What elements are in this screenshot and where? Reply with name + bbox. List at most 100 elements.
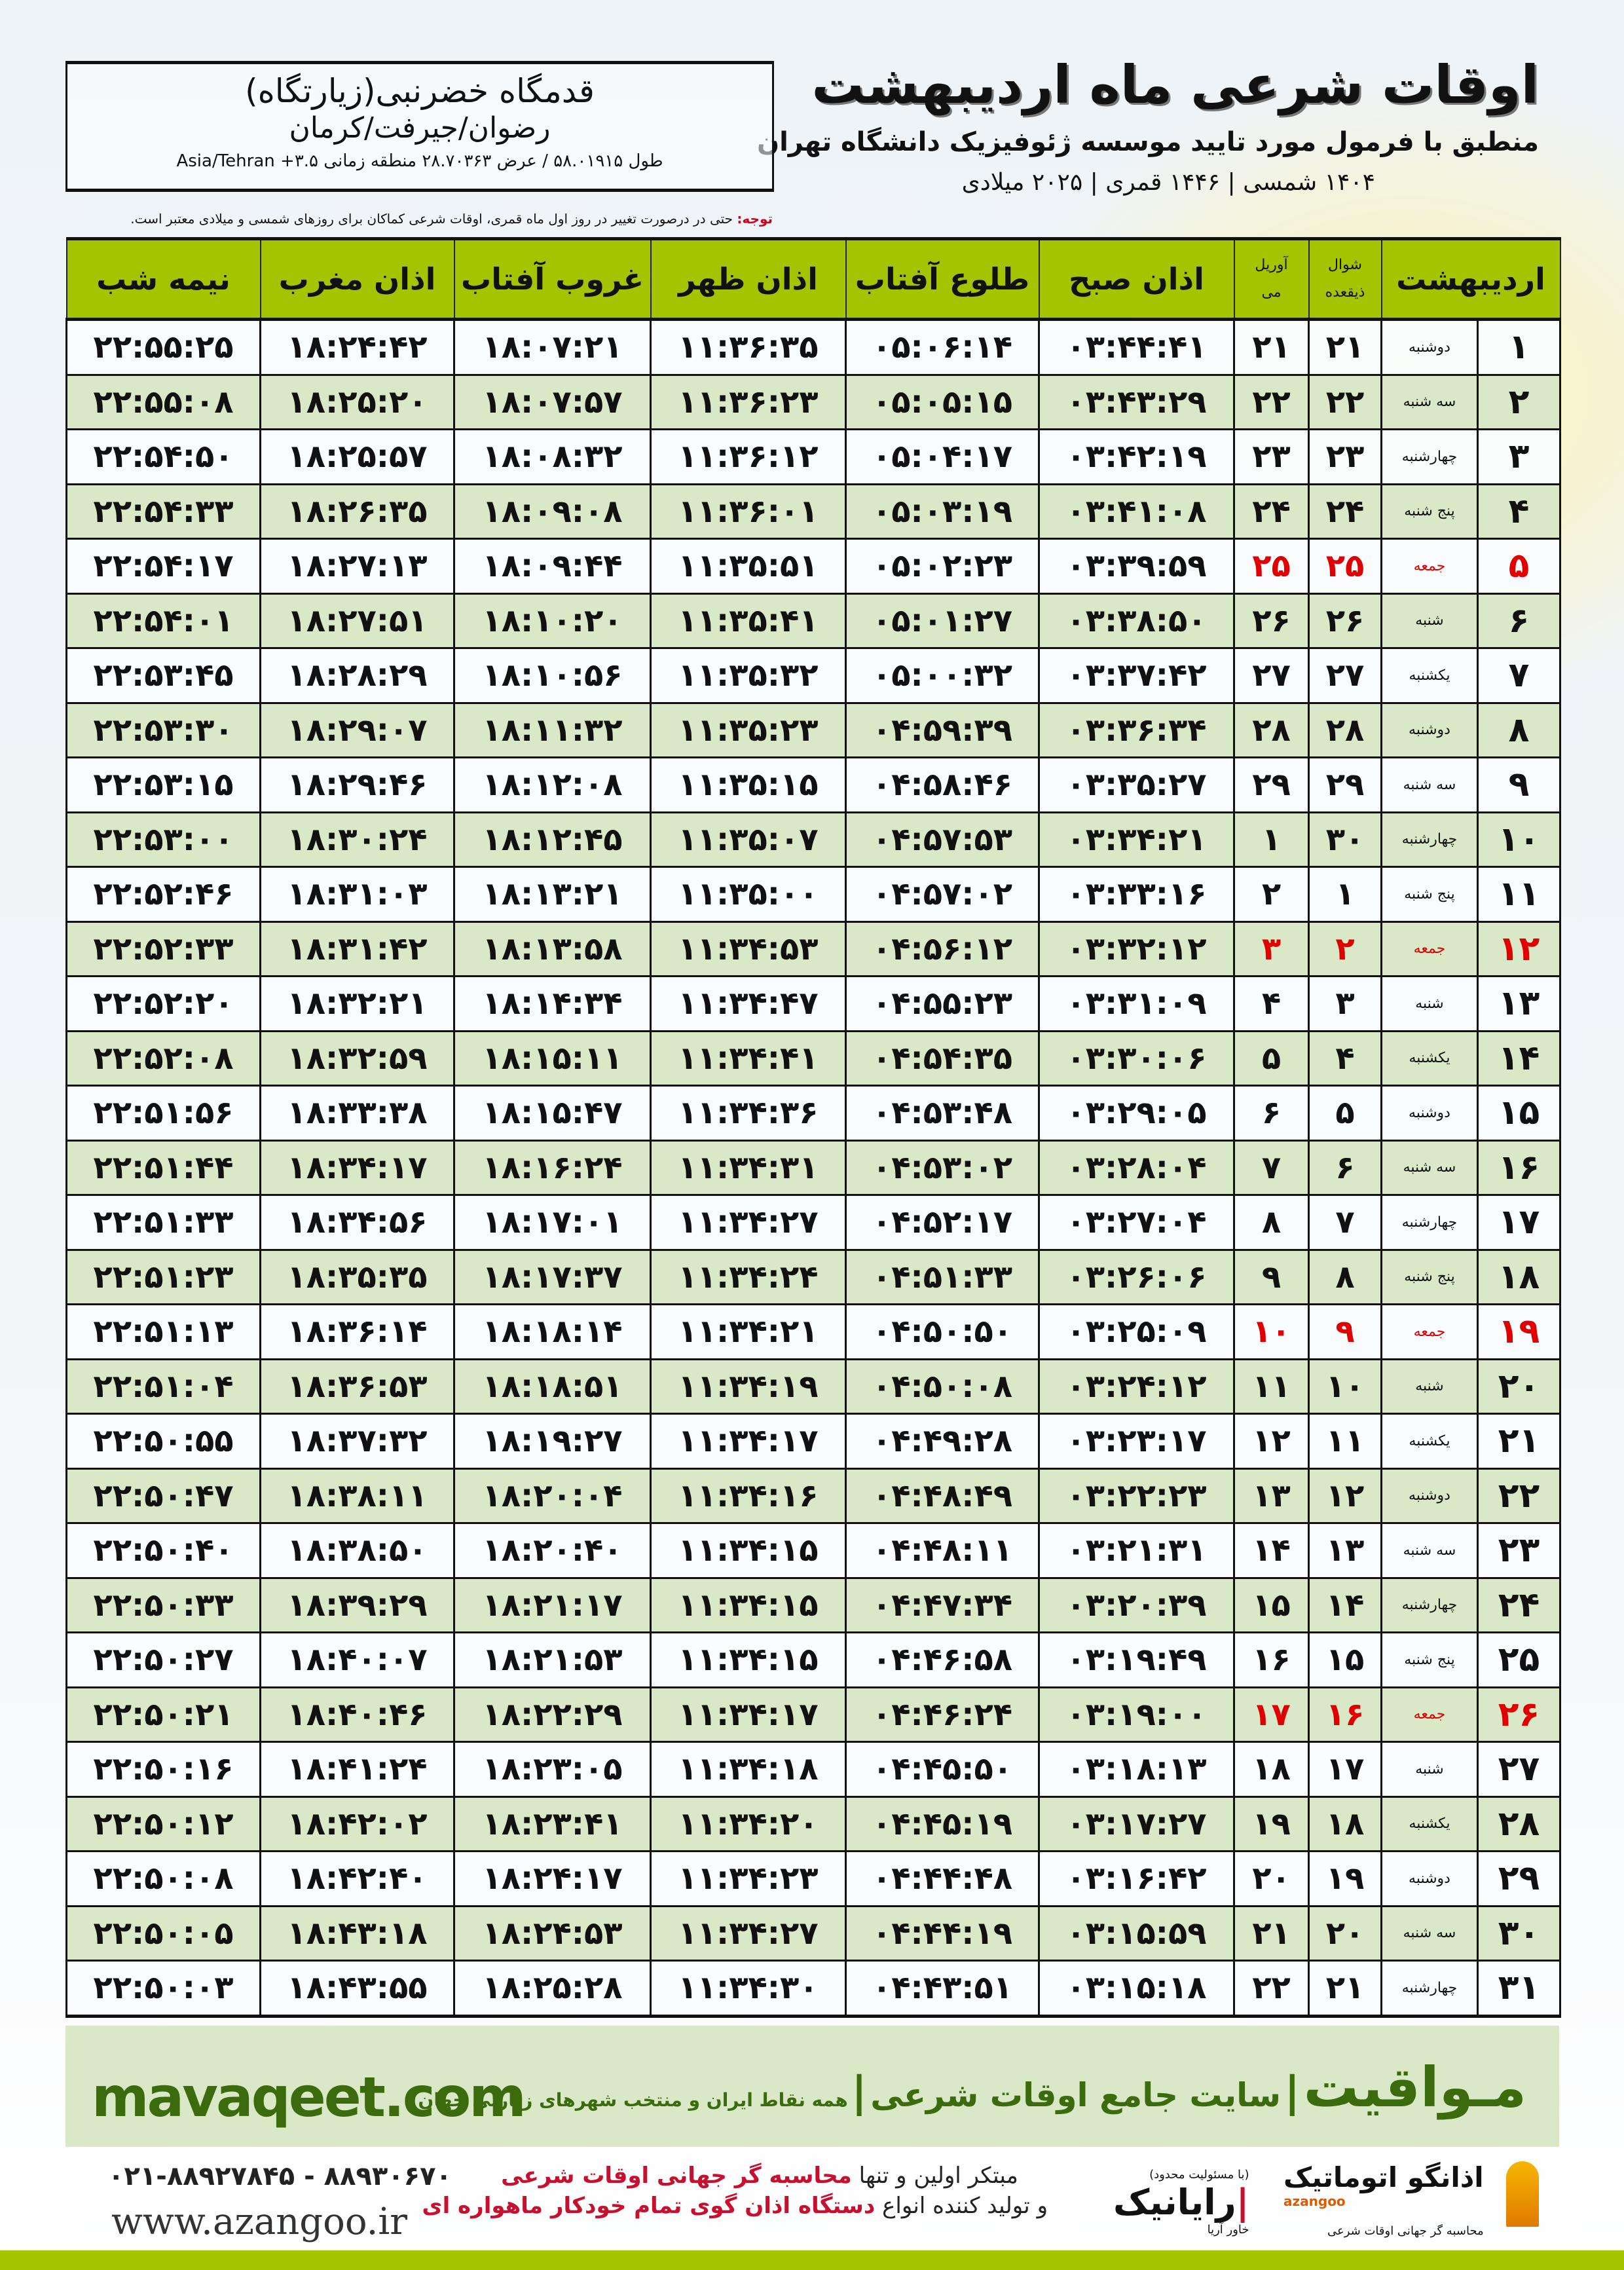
day-number: ۳۰: [1477, 1905, 1561, 1962]
hijri-day: ۲۴: [1308, 483, 1382, 540]
sunrise-time: ۰۴:۵۸:۴۶: [845, 756, 1040, 813]
gregorian-day: ۷: [1233, 1139, 1310, 1196]
day-number: ۳: [1477, 428, 1561, 485]
location-name: قدمگاه خضرنبی(زیارتگاه): [245, 72, 595, 110]
footer-website[interactable]: www.azangoo.ir: [111, 2201, 408, 2243]
sunrise-time: ۰۴:۵۰:۰۸: [845, 1358, 1040, 1415]
maghrib-time: ۱۸:۳۹:۲۹: [259, 1576, 455, 1633]
rayanik-name: رایانیک: [1113, 2182, 1236, 2223]
day-number: ۱۶: [1477, 1139, 1561, 1196]
midnight-time: ۲۲:۵۰:۲۷: [65, 1631, 261, 1688]
gregorian-day: ۲: [1233, 866, 1310, 923]
hijri-day: ۲۸: [1308, 701, 1382, 758]
sunset-time: ۱۸:۲۳:۰۵: [453, 1741, 652, 1798]
gregorian-day: ۱: [1233, 811, 1310, 868]
weekday: شنبه: [1380, 975, 1479, 1032]
maghrib-time: ۱۸:۴۳:۱۸: [259, 1905, 455, 1962]
midnight-time: ۲۲:۵۰:۲۱: [65, 1686, 261, 1743]
maghrib-time: ۱۸:۳۱:۰۳: [259, 866, 455, 923]
sunrise-time: ۰۵:۰۱:۲۷: [845, 592, 1040, 649]
fajr-time: ۰۳:۱۵:۵۹: [1038, 1905, 1235, 1962]
maghrib-time: ۱۸:۲۵:۲۰: [259, 373, 455, 430]
midnight-time: ۲۲:۵۰:۴۰: [65, 1522, 261, 1579]
day-number: ۲۳: [1477, 1522, 1561, 1579]
day-number: ۸: [1477, 701, 1561, 758]
sunset-time: ۱۸:۲۱:۵۳: [453, 1631, 652, 1688]
day-number: ۲۲: [1477, 1467, 1561, 1524]
gregorian-day: ۱۹: [1233, 1795, 1310, 1852]
sunrise-time: ۰۴:۴۴:۱۹: [845, 1905, 1040, 1962]
day-number: ۱۴: [1477, 1030, 1561, 1087]
midnight-time: ۲۲:۵۳:۰۰: [65, 811, 261, 868]
gregorian-day: ۴: [1233, 975, 1310, 1032]
table-row: ۱۶ سه شنبه ۶ ۷ ۰۳:۲۸:۰۴ ۰۴:۵۳:۰۲ ۱۱:۳۴:۳۱ ۱۸:۱۶…: [65, 1139, 1561, 1196]
sunset-time: ۱۸:۲۴:۱۷: [453, 1850, 652, 1907]
weekday: شنبه: [1380, 1741, 1479, 1798]
midnight-time: ۲۲:۵۳:۱۵: [65, 756, 261, 813]
slogan-1a: مبتکر اولین و تنها: [851, 2163, 1018, 2189]
dhuhr-time: ۱۱:۳۴:۳۰: [650, 1960, 847, 2018]
sunset-time: ۱۸:۱۲:۴۵: [453, 811, 652, 868]
sunrise-time: ۰۴:۵۷:۵۳: [845, 811, 1040, 868]
sunset-time: ۱۸:۱۵:۴۷: [453, 1085, 652, 1142]
col-hijri-2: ذیقعده: [1325, 284, 1365, 301]
dhuhr-time: ۱۱:۳۵:۱۵: [650, 756, 847, 813]
azangoo-tag: محاسبه گر جهانی اوقات شرعی: [1327, 2224, 1484, 2238]
gregorian-day: ۱۳: [1233, 1467, 1310, 1524]
fajr-time: ۰۳:۳۴:۲۱: [1038, 811, 1235, 868]
fajr-time: ۰۳:۳۶:۳۴: [1038, 701, 1235, 758]
col-month: اردیبهشت: [1380, 237, 1561, 321]
sunset-time: ۱۸:۱۸:۵۱: [453, 1358, 652, 1415]
midnight-time: ۲۲:۵۰:۰۸: [65, 1850, 261, 1907]
fajr-time: ۰۳:۴۲:۱۹: [1038, 428, 1235, 485]
azangoo-en: azangoo: [1283, 2193, 1346, 2209]
table-row: ۱۰ چهارشنبه ۳۰ ۱ ۰۳:۳۴:۲۱ ۰۴:۵۷:۵۳ ۱۱:۳۵:۰۷ ۱۸:…: [65, 811, 1561, 868]
gregorian-day: ۸: [1233, 1194, 1310, 1251]
day-number: ۹: [1477, 756, 1561, 813]
weekday: جمعه: [1380, 1686, 1479, 1743]
banner-site[interactable]: mavaqeet.com: [92, 2065, 526, 2129]
day-number: ۲۶: [1477, 1686, 1561, 1743]
hijri-day: ۳۰: [1308, 811, 1382, 868]
midnight-time: ۲۲:۵۰:۵۵: [65, 1413, 261, 1470]
weekday: چهارشنبه: [1380, 1576, 1479, 1633]
gregorian-day: ۱۴: [1233, 1522, 1310, 1579]
hijri-day: ۲۶: [1308, 592, 1382, 649]
midnight-time: ۲۲:۵۰:۴۷: [65, 1467, 261, 1524]
sunrise-time: ۰۴:۵۹:۳۹: [845, 701, 1040, 758]
maghrib-time: ۱۸:۴۳:۵۵: [259, 1960, 455, 2018]
fajr-time: ۰۳:۳۲:۱۲: [1038, 920, 1235, 977]
gregorian-day: ۲۱: [1233, 318, 1310, 376]
hijri-day: ۱۱: [1308, 1413, 1382, 1470]
location-coords: طول ۵۸.۰۱۹۱۵ / عرض ۲۸.۷۰۳۶۳ منطقه زمانی …: [176, 151, 663, 171]
table-row: ۷ یکشنبه ۲۷ ۲۷ ۰۳:۳۷:۴۲ ۰۵:۰۰:۳۲ ۱۱:۳۵:۳۲ ۱۸:۱۰…: [65, 647, 1561, 704]
banner-brand: مـواقیت | سایت جامع اوقات شرعی | همه نقا…: [418, 2055, 1526, 2119]
fajr-time: ۰۳:۱۷:۲۷: [1038, 1795, 1235, 1852]
hijri-day: ۷: [1308, 1194, 1382, 1251]
table-row: ۲۷ شنبه ۱۷ ۱۸ ۰۳:۱۸:۱۳ ۰۴:۴۵:۵۰ ۱۱:۳۴:۱۸ ۱۸:۲۳:…: [65, 1741, 1561, 1798]
slogan-2b: دستگاه اذان گوی تمام خودکار ماهواره ای: [422, 2192, 876, 2219]
weekday: دوشنبه: [1380, 318, 1479, 376]
sunrise-time: ۰۴:۵۰:۵۰: [845, 1303, 1040, 1360]
hijri-day: ۸: [1308, 1248, 1382, 1305]
sunrise-time: ۰۵:۰۰:۳۲: [845, 647, 1040, 704]
note-text: حتی در درصورت تغییر در روز اول ماه قمری،…: [130, 211, 737, 227]
banner-logo-text: مـواقیت: [1303, 2055, 1526, 2119]
weekday: یکشنبه: [1380, 1795, 1479, 1852]
fajr-time: ۰۳:۲۴:۱۲: [1038, 1358, 1235, 1415]
maghrib-time: ۱۸:۳۴:۵۶: [259, 1194, 455, 1251]
maghrib-time: ۱۸:۳۰:۲۴: [259, 811, 455, 868]
day-number: ۲۵: [1477, 1631, 1561, 1688]
table-row: ۳۱ چهارشنبه ۲۱ ۲۲ ۰۳:۱۵:۱۸ ۰۴:۴۳:۵۱ ۱۱:۳۴:۳۰ ۱۸…: [65, 1960, 1561, 2018]
fajr-time: ۰۳:۲۷:۰۴: [1038, 1194, 1235, 1251]
sunrise-time: ۰۴:۴۵:۱۹: [845, 1795, 1040, 1852]
hijri-day: ۱۸: [1308, 1795, 1382, 1852]
col-fajr: اذان صبح: [1038, 237, 1235, 321]
sunrise-time: ۰۵:۰۲:۲۳: [845, 538, 1040, 595]
sunset-time: ۱۸:۱۱:۳۲: [453, 701, 652, 758]
sunset-time: ۱۸:۰۸:۳۲: [453, 428, 652, 485]
weekday: چهارشنبه: [1380, 1194, 1479, 1251]
table-row: ۱۵ دوشنبه ۵ ۶ ۰۳:۲۹:۰۵ ۰۴:۵۳:۴۸ ۱۱:۳۴:۳۶ ۱۸:۱۵:…: [65, 1085, 1561, 1142]
dhuhr-time: ۱۱:۳۴:۲۴: [650, 1248, 847, 1305]
sunset-time: ۱۸:۰۹:۴۴: [453, 538, 652, 595]
